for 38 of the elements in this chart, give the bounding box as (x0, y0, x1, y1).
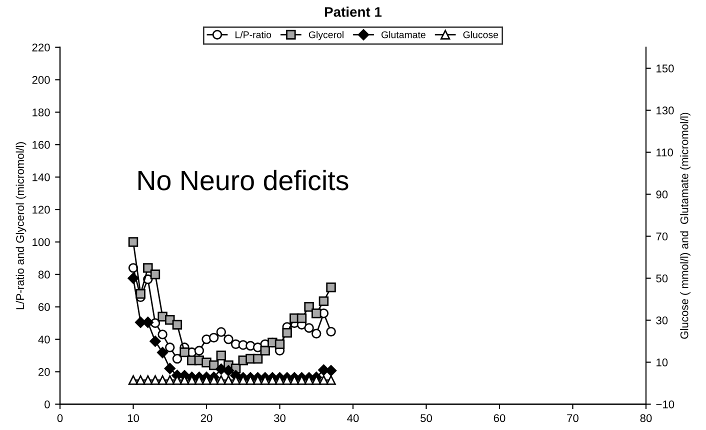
legend-label: Glycerol (308, 31, 344, 40)
y2-tick-label: 90 (656, 190, 668, 198)
y2-axis-title: Glucose ( mmol/l) and Glutamate (micromol/l) (680, 112, 690, 339)
y2-tick-label: 50 (656, 274, 668, 282)
y-tick-label: 140 (32, 173, 50, 182)
y2-tick-label: 110 (656, 148, 673, 156)
y-tick-label: 60 (38, 303, 50, 311)
x-tick-label: 10 (128, 414, 140, 422)
legend-label: Glucose (463, 31, 498, 38)
y-tick-label: 20 (38, 368, 50, 376)
chart-title: Patient 1 (324, 6, 382, 17)
y-tick-label: 0 (44, 400, 50, 408)
y-tick-label: 180 (32, 108, 50, 116)
y-axis-title: L/P-ratio and Glycerol (micromol/l) (16, 142, 26, 310)
x-tick-label: 0 (57, 414, 63, 422)
y-tick-label: 40 (38, 336, 50, 344)
y-tick-label: 200 (32, 76, 50, 84)
legend-label: L/P-ratio (236, 31, 272, 38)
y-tick-label: 80 (38, 270, 50, 279)
y2-tick-label: 30 (656, 316, 668, 324)
x-tick-label: 30 (274, 414, 286, 422)
y2-tick-label: 150 (656, 64, 674, 72)
y-tick-label: 220 (32, 44, 50, 52)
x-tick-label: 60 (494, 414, 506, 422)
x-tick-label: 80 (640, 414, 652, 422)
y-tick-label: 160 (32, 140, 50, 149)
x-tick-label: 40 (347, 414, 359, 422)
annotation: No Neuro deficits (138, 170, 348, 190)
y2-tick-label: −10 (656, 400, 674, 408)
y2-tick-label: 130 (656, 106, 674, 114)
y2-tick-label: 70 (656, 232, 668, 240)
x-tick-label: 20 (200, 414, 212, 422)
y2-tick-label: 10 (656, 358, 668, 366)
y-tick-label: 120 (32, 206, 50, 214)
x-tick-label: 70 (567, 414, 578, 422)
y-tick-label: 100 (32, 238, 50, 246)
x-tick-label: 50 (420, 414, 432, 422)
legend-label: Glutamate (382, 31, 426, 38)
